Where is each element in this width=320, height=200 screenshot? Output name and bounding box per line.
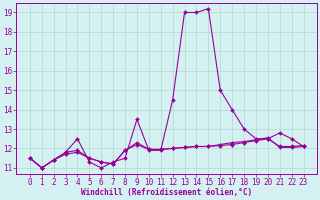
X-axis label: Windchill (Refroidissement éolien,°C): Windchill (Refroidissement éolien,°C) [81, 188, 252, 197]
